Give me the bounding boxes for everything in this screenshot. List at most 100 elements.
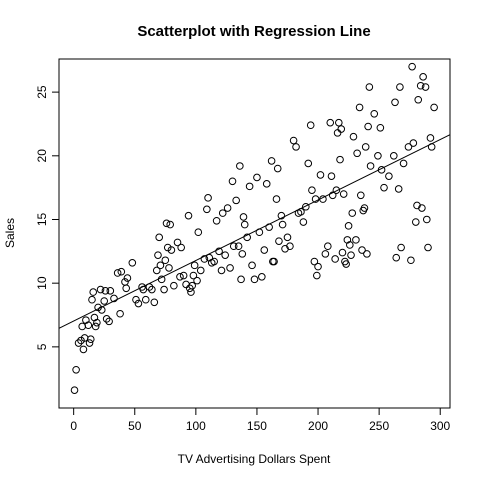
x-tick-label: 150 <box>247 419 267 433</box>
data-point <box>270 257 278 266</box>
data-point <box>122 284 131 293</box>
data-point <box>196 266 205 275</box>
data-point <box>134 299 143 308</box>
data-point <box>363 250 371 258</box>
data-point <box>110 294 118 303</box>
data-point <box>416 81 425 90</box>
data-point <box>389 152 398 160</box>
regression-line <box>59 134 450 329</box>
data-point <box>289 136 298 145</box>
data-point <box>275 237 283 245</box>
data-point <box>409 139 418 147</box>
data-point <box>217 266 226 275</box>
data-point <box>338 248 347 257</box>
data-point <box>361 143 370 151</box>
data-point <box>283 233 292 242</box>
data-point <box>96 285 105 294</box>
data-point <box>335 118 343 127</box>
data-point <box>430 103 438 112</box>
data-points <box>70 62 438 394</box>
data-point <box>89 288 98 296</box>
data-point <box>253 173 261 182</box>
data-point <box>333 129 342 137</box>
data-point <box>297 208 305 216</box>
data-point <box>332 186 341 194</box>
data-point <box>117 267 126 276</box>
data-point <box>93 318 101 327</box>
data-point <box>79 345 88 354</box>
data-point <box>215 247 223 256</box>
data-point <box>313 271 321 280</box>
data-point <box>238 250 247 258</box>
data-point <box>237 275 245 284</box>
data-point <box>370 109 379 118</box>
data-point <box>150 298 159 307</box>
data-point <box>265 223 273 231</box>
plot-frame <box>58 58 451 409</box>
data-point <box>339 190 348 198</box>
data-point <box>184 211 193 220</box>
data-point <box>358 246 366 254</box>
data-point <box>357 191 365 200</box>
data-point <box>229 242 238 251</box>
data-point <box>218 209 227 217</box>
data-point <box>411 218 420 226</box>
data-point <box>240 220 249 229</box>
data-point <box>336 155 344 164</box>
data-point <box>277 211 286 220</box>
data-point <box>422 215 431 224</box>
data-point <box>365 83 374 91</box>
data-point <box>360 204 369 212</box>
data-point <box>421 83 430 91</box>
x-tick-label: 200 <box>308 419 328 433</box>
x-tick-label: 0 <box>70 419 77 433</box>
data-point <box>101 287 110 295</box>
data-point <box>344 222 353 230</box>
data-point <box>193 276 201 285</box>
data-point <box>255 228 264 237</box>
y-axis-label: Sales <box>3 218 17 248</box>
chart-title: Scatterplot with Regression Line <box>137 23 370 40</box>
data-point <box>302 202 310 211</box>
data-point <box>321 250 330 258</box>
data-point <box>74 339 83 347</box>
data-point <box>328 191 337 200</box>
data-point <box>132 295 140 304</box>
data-point <box>78 322 87 331</box>
data-point <box>347 251 355 259</box>
data-point <box>278 220 287 229</box>
data-point <box>427 143 436 151</box>
data-point <box>228 177 237 186</box>
data-point <box>148 285 156 294</box>
y-tick-label: 5 <box>35 343 49 350</box>
data-point <box>86 335 95 344</box>
data-point <box>364 122 372 131</box>
data-point <box>157 275 166 284</box>
data-point <box>182 280 190 289</box>
x-tick-label: 50 <box>128 419 142 433</box>
data-point <box>346 241 354 249</box>
data-point <box>404 143 413 151</box>
data-point <box>155 233 163 242</box>
data-point <box>385 172 393 180</box>
data-point <box>204 194 212 202</box>
data-point <box>165 264 173 272</box>
data-point <box>331 255 339 263</box>
data-point <box>267 157 276 165</box>
data-point <box>113 269 122 277</box>
data-point <box>167 246 176 254</box>
data-point <box>105 317 113 326</box>
data-point <box>200 255 209 263</box>
data-point <box>243 233 251 242</box>
data-point <box>324 242 332 251</box>
data-point <box>250 275 259 284</box>
data-point <box>234 242 243 251</box>
y-tick-label: 15 <box>35 212 49 226</box>
data-point <box>221 251 229 259</box>
data-point <box>348 209 357 217</box>
data-point <box>179 271 188 280</box>
data-point <box>299 218 308 226</box>
data-point <box>304 159 313 168</box>
data-point <box>102 315 111 323</box>
